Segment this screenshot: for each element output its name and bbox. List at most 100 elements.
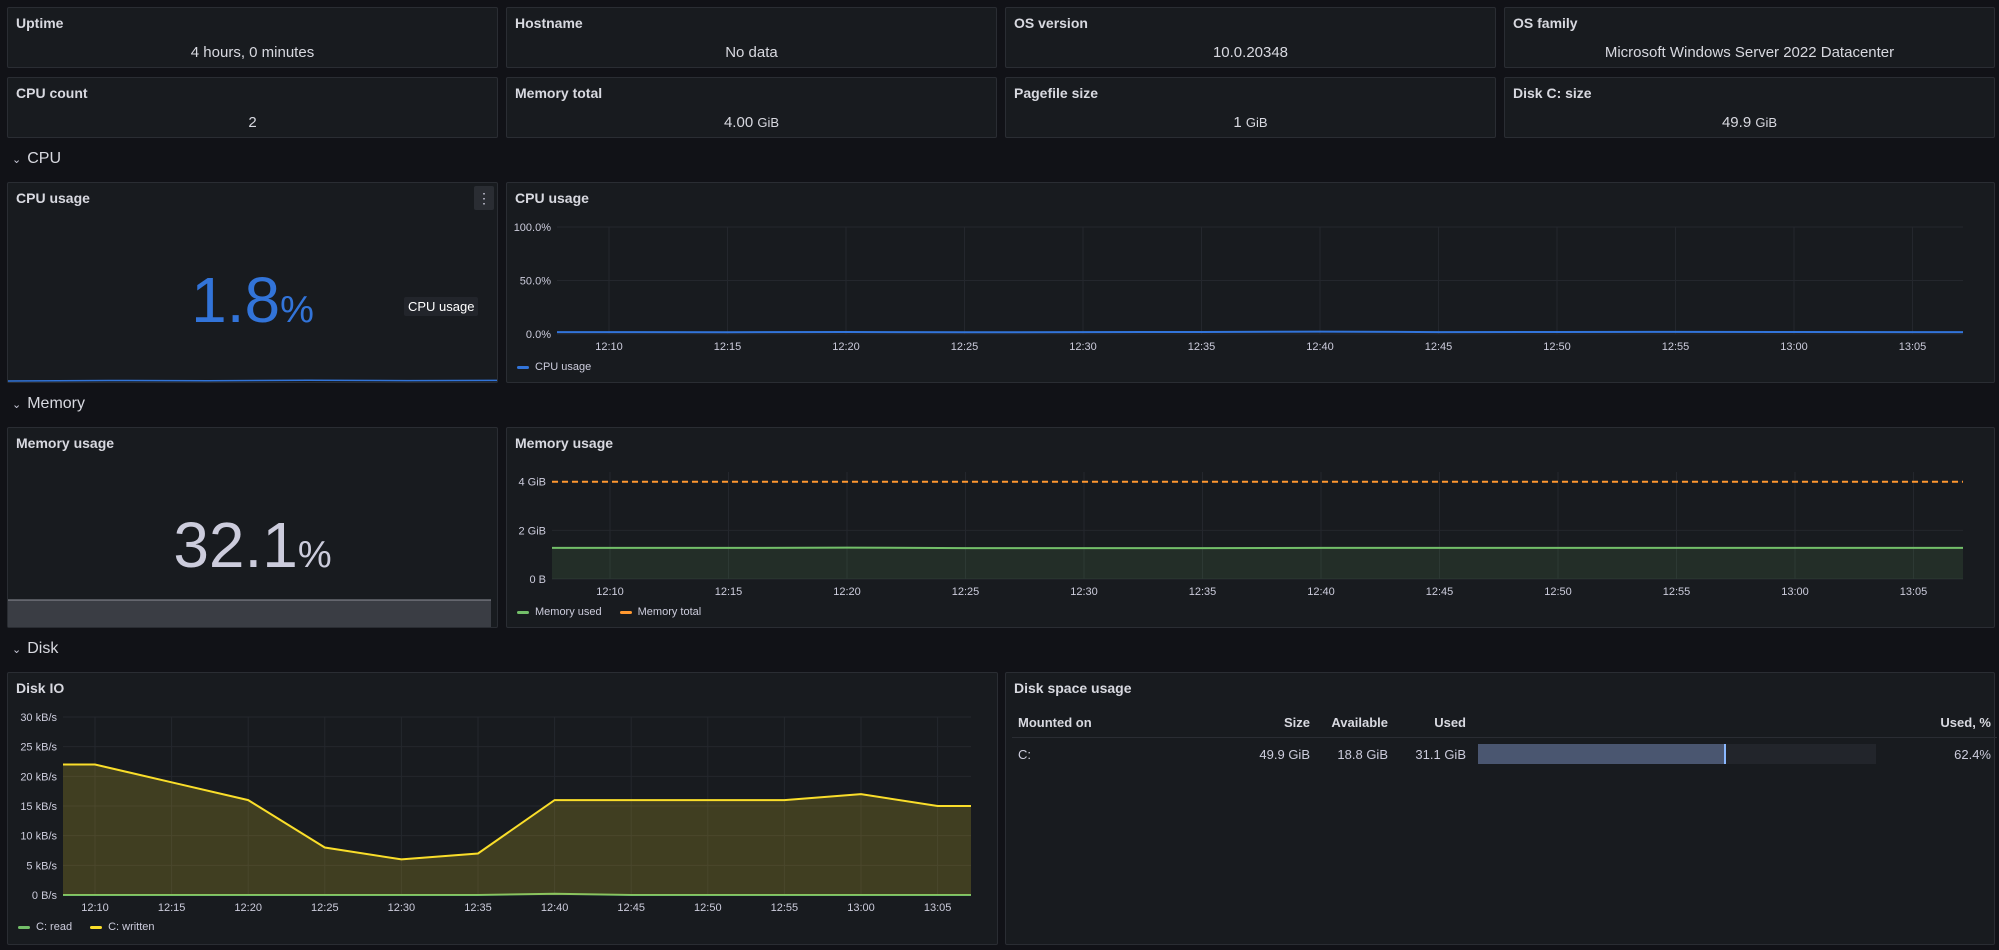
legend-item-cpu[interactable]: CPU usage [517, 361, 591, 373]
legend-item-c-written[interactable]: C: written [90, 921, 155, 933]
panel-title: Memory usage [16, 435, 115, 451]
legend-label: C: written [108, 921, 155, 933]
stat-panel-pagefile-size: Pagefile size 1 GiB [1005, 77, 1496, 138]
stat-value-text: 2 [248, 114, 257, 131]
x-tick-label: 12:45 [1425, 341, 1453, 353]
stat-unit: GiB [1755, 115, 1778, 130]
cell-size: 49.9 GiB [1246, 737, 1316, 770]
memory-usage-stat-panel[interactable]: Memory usage 32.1% [7, 427, 498, 628]
stat-panel-os-family: OS family Microsoft Windows Server 2022 … [1504, 7, 1995, 68]
disk-io-chart-panel[interactable]: Disk IO 0 B/s 5 kB/s 10 kB/s 15 kB/s 20 kB/s… [7, 672, 998, 945]
panel-title: Memory total [515, 85, 603, 101]
stat-value: No data [507, 44, 996, 61]
y-tick-label: 5 kB/s [26, 860, 57, 872]
memory-sparkline [8, 599, 491, 627]
big-value-text: 32.1 [173, 509, 298, 581]
panel-title: Hostname [515, 15, 583, 31]
cpu-sparkline [8, 379, 497, 382]
x-tick-label: 12:40 [1307, 586, 1335, 598]
x-tick-label: 12:25 [311, 902, 339, 914]
legend: CPU usage [517, 361, 591, 373]
x-tick-label: 12:10 [595, 341, 623, 353]
stat-value: 2 [8, 114, 497, 131]
cell-used: 31.1 GiB [1394, 737, 1472, 770]
cell-available: 18.8 GiB [1316, 737, 1394, 770]
stat-value-text: No data [725, 44, 778, 61]
cpu-usage-stat-panel[interactable]: CPU usage ⋮ 1.8% CPU usage [7, 182, 498, 383]
x-tick-label: 12:15 [715, 586, 743, 598]
big-value-text: 1.8 [191, 264, 281, 336]
legend-swatch [18, 925, 30, 929]
legend-swatch [90, 925, 103, 929]
column-header-available[interactable]: Available [1331, 714, 1388, 730]
table-header-row: Mounted on Size Available Used Used, % [1012, 707, 1997, 738]
row-header-disk[interactable]: ⌄ Disk [12, 640, 58, 658]
stat-panel-cpu-count: CPU count 2 [7, 77, 498, 138]
stat-value: 1 GiB [1006, 114, 1495, 131]
legend-item-memory-total[interactable]: Memory total [619, 606, 702, 618]
x-tick-label: 12:35 [464, 902, 492, 914]
cpu-usage-chart-panel[interactable]: CPU usage 0.0% 50.0% 100.0% 12:10 12:15 12:20… [506, 182, 1995, 383]
stat-value-text: 1 [1233, 114, 1242, 131]
x-tick-label: 12:55 [1662, 341, 1690, 353]
series-area [552, 547, 1963, 579]
cell-mounted-on: C: [1012, 737, 1246, 770]
column-header-size[interactable]: Size [1283, 714, 1310, 730]
legend-label: Memory used [535, 606, 602, 618]
panel-title: OS version [1014, 15, 1088, 31]
panel-title: CPU usage [515, 190, 589, 206]
x-tick-label: 12:55 [1663, 586, 1691, 598]
row-header-memory[interactable]: ⌄ Memory [12, 395, 85, 413]
y-tick-label: 2 GiB [518, 525, 546, 537]
series-line [552, 546, 1963, 550]
x-tick-label: 12:45 [617, 902, 645, 914]
x-tick-label: 13:05 [924, 902, 952, 914]
legend-item-memory-used[interactable]: Memory used [517, 606, 602, 618]
x-tick-label: 12:35 [1189, 586, 1217, 598]
y-tick-label: 50.0% [520, 276, 551, 288]
stat-value: Microsoft Windows Server 2022 Datacenter [1505, 44, 1994, 61]
stat-unit: GiB [1245, 115, 1268, 130]
column-header-used[interactable]: Used [1434, 714, 1466, 730]
y-tick-label: 0 B/s [32, 890, 58, 902]
y-tick-label: 25 kB/s [20, 742, 57, 754]
series-area [63, 764, 971, 895]
column-header-used-pct[interactable]: Used, % [1940, 714, 1991, 730]
column-header-mounted-on[interactable]: Mounted on [1018, 714, 1092, 730]
row-title: Disk [27, 640, 59, 657]
panel-menu-button[interactable]: ⋮ [474, 186, 494, 210]
stat-panel-uptime: Uptime 4 hours, 0 minutes [7, 7, 498, 68]
stat-panel-hostname: Hostname No data [506, 7, 997, 68]
stat-value: 10.0.20348 [1006, 44, 1495, 61]
cell-used-bar [1472, 737, 1882, 770]
memory-sparkline-fill [8, 600, 491, 627]
memory-usage-chart-panel[interactable]: Memory usage 0 B 2 GiB 4 GiB 12:10 12:15 12:2… [506, 427, 1995, 628]
column-header-bar [1472, 707, 1882, 738]
x-tick-label: 12:15 [714, 341, 742, 353]
memory-usage-chart: 0 B 2 GiB 4 GiB 12:10 12:15 12:20 12:25 12:30 12… [518, 472, 1963, 598]
x-tick-label: 12:45 [1426, 586, 1454, 598]
series-line [63, 763, 971, 861]
cpu-usage-big-value: 1.8% [8, 263, 497, 337]
legend-swatch [619, 610, 632, 614]
usage-bar-edge [1724, 744, 1727, 764]
stat-value: 49.9 GiB [1505, 114, 1994, 131]
row-header-cpu[interactable]: ⌄ CPU [12, 150, 61, 168]
memory-usage-big-value: 32.1% [8, 508, 497, 582]
legend-label: Memory total [637, 606, 702, 618]
y-tick-label: 0.0% [526, 329, 551, 341]
legend-swatch [517, 610, 529, 614]
chevron-down-icon: ⌄ [12, 153, 22, 166]
stat-value: 4.00 GiB [507, 114, 996, 131]
series-line [63, 892, 971, 896]
x-tick-label: 12:20 [833, 586, 861, 598]
x-tick-label: 12:30 [1070, 586, 1098, 598]
x-tick-label: 13:00 [1781, 586, 1809, 598]
x-tick-label: 12:25 [952, 586, 980, 598]
usage-bar-fill [1478, 744, 1727, 764]
stat-value-text: 49.9 [1721, 114, 1752, 131]
disk-io-chart: 0 B/s 5 kB/s 10 kB/s 15 kB/s 20 kB/s 25 kB/s 3… [20, 712, 971, 914]
legend-item-c-read[interactable]: C: read [18, 921, 72, 933]
row-title: Memory [27, 395, 85, 412]
disk-space-usage-panel[interactable]: Disk space usage Mounted on Size Availab… [1005, 672, 1997, 945]
